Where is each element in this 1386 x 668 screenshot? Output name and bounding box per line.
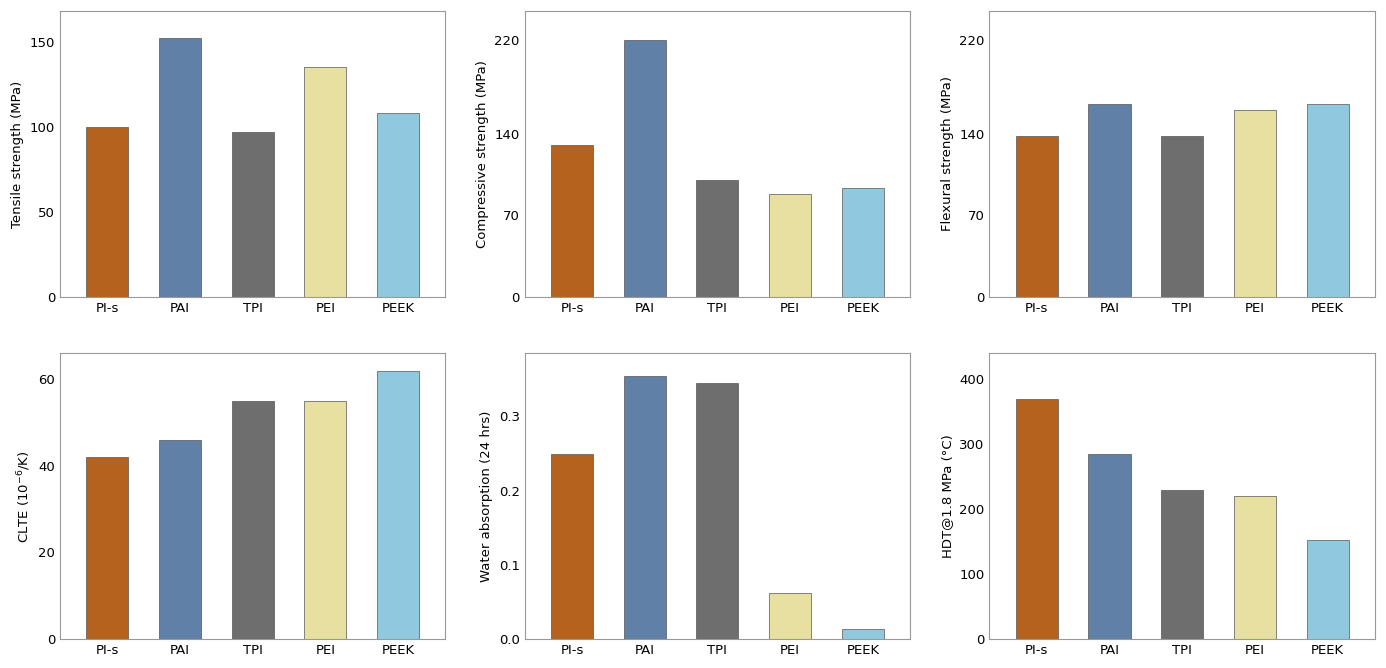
Y-axis label: Flexural strength (MPa): Flexural strength (MPa) xyxy=(941,76,954,231)
Bar xyxy=(377,113,419,297)
Bar xyxy=(305,67,346,297)
Bar xyxy=(696,383,739,639)
Bar xyxy=(841,188,884,297)
Bar xyxy=(1307,540,1349,639)
Bar xyxy=(550,454,593,639)
Y-axis label: HDT@1.8 MPa (°C): HDT@1.8 MPa (°C) xyxy=(941,434,954,558)
Bar xyxy=(231,401,273,639)
Bar xyxy=(231,132,273,297)
Bar xyxy=(624,40,665,297)
Y-axis label: Compressive strength (MPa): Compressive strength (MPa) xyxy=(475,60,489,248)
Y-axis label: Water absorption (24 hrs): Water absorption (24 hrs) xyxy=(481,411,493,582)
Bar xyxy=(841,629,884,639)
Bar xyxy=(624,375,665,639)
Bar xyxy=(1307,104,1349,297)
Bar xyxy=(86,458,129,639)
Y-axis label: Tensile strength (MPa): Tensile strength (MPa) xyxy=(11,80,24,228)
Y-axis label: CLTE (10$^{-6}$/K): CLTE (10$^{-6}$/K) xyxy=(15,450,33,542)
Bar xyxy=(550,145,593,297)
Bar xyxy=(1234,110,1277,297)
Bar xyxy=(86,127,129,297)
Bar xyxy=(159,440,201,639)
Bar xyxy=(1088,454,1131,639)
Bar xyxy=(159,38,201,297)
Bar xyxy=(1016,136,1058,297)
Bar xyxy=(769,194,811,297)
Bar xyxy=(1016,399,1058,639)
Bar xyxy=(1234,496,1277,639)
Bar xyxy=(769,593,811,639)
Bar xyxy=(696,180,739,297)
Bar xyxy=(305,401,346,639)
Bar xyxy=(1088,104,1131,297)
Bar xyxy=(1161,490,1203,639)
Bar xyxy=(1161,136,1203,297)
Bar xyxy=(377,371,419,639)
